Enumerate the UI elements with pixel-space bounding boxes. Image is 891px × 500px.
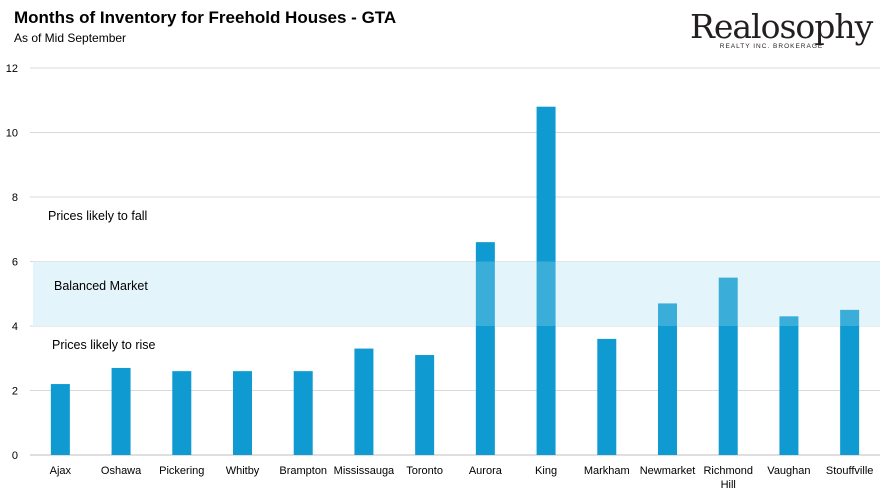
x-axis-labels: Ajax Oshawa Pickering Whitby Brampton Mississ… [50, 465, 874, 491]
x-category-label: Pickering [159, 465, 204, 477]
logo-wordmark: Realosophy [690, 7, 873, 46]
y-tick-label: 8 [12, 192, 18, 204]
x-category-label: Whitby [226, 465, 260, 477]
y-tick-label: 2 [12, 386, 18, 398]
x-category-label: Ajax [50, 465, 72, 477]
x-category-label: Richmond Hill [703, 465, 753, 491]
chart-subtitle: As of Mid September [14, 31, 127, 45]
x-category-label: Newmarket [640, 465, 696, 477]
balanced-market-band-overlay [33, 261, 880, 326]
y-tick-label: 4 [12, 321, 18, 333]
x-category-label: Mississauga [334, 465, 395, 477]
annotation-balanced-market: Balanced Market [54, 279, 148, 293]
bars [50, 106, 860, 455]
y-tick-label: 12 [6, 63, 18, 75]
x-category-label: Vaughan [767, 465, 810, 477]
bar-toronto [415, 355, 435, 455]
bar-newmarket [658, 303, 677, 455]
bar-richmond-hill [718, 277, 738, 455]
x-category-label: Brampton [279, 465, 327, 477]
bar-stouffville [840, 309, 860, 455]
y-tick-label: 10 [6, 128, 18, 140]
y-tick-label: 6 [12, 257, 18, 269]
x-category-label: King [535, 465, 557, 477]
bar-king [536, 106, 556, 455]
brand-logo: Realosophy REALTY INC. BROKERAGE [690, 7, 873, 51]
chart-title: Months of Inventory for Freehold Houses … [14, 8, 397, 27]
bar-pickering [172, 371, 192, 455]
bar-ajax [50, 384, 70, 455]
bar-aurora [475, 242, 495, 455]
annotation-prices-fall: Prices likely to fall [48, 209, 147, 223]
x-category-label: Markham [584, 465, 630, 477]
x-category-label: Oshawa [101, 465, 142, 477]
y-tick-label: 0 [12, 450, 18, 462]
x-category-label: Aurora [469, 465, 503, 477]
bar-whitby [233, 371, 252, 455]
bar-brampton [293, 371, 313, 455]
y-axis-ticks: 0 2 4 6 8 10 12 [6, 63, 18, 462]
balanced-market-band [33, 261, 880, 326]
bar-markham [597, 338, 617, 455]
bar-oshawa [111, 367, 131, 455]
logo-tagline: REALTY INC. BROKERAGE [719, 43, 824, 50]
x-category-label: Stouffville [826, 465, 874, 477]
bar-vaughan [779, 316, 799, 455]
x-category-label: Toronto [406, 465, 443, 477]
bar-mississauga [354, 348, 374, 455]
annotation-prices-rise: Prices likely to rise [52, 338, 156, 352]
